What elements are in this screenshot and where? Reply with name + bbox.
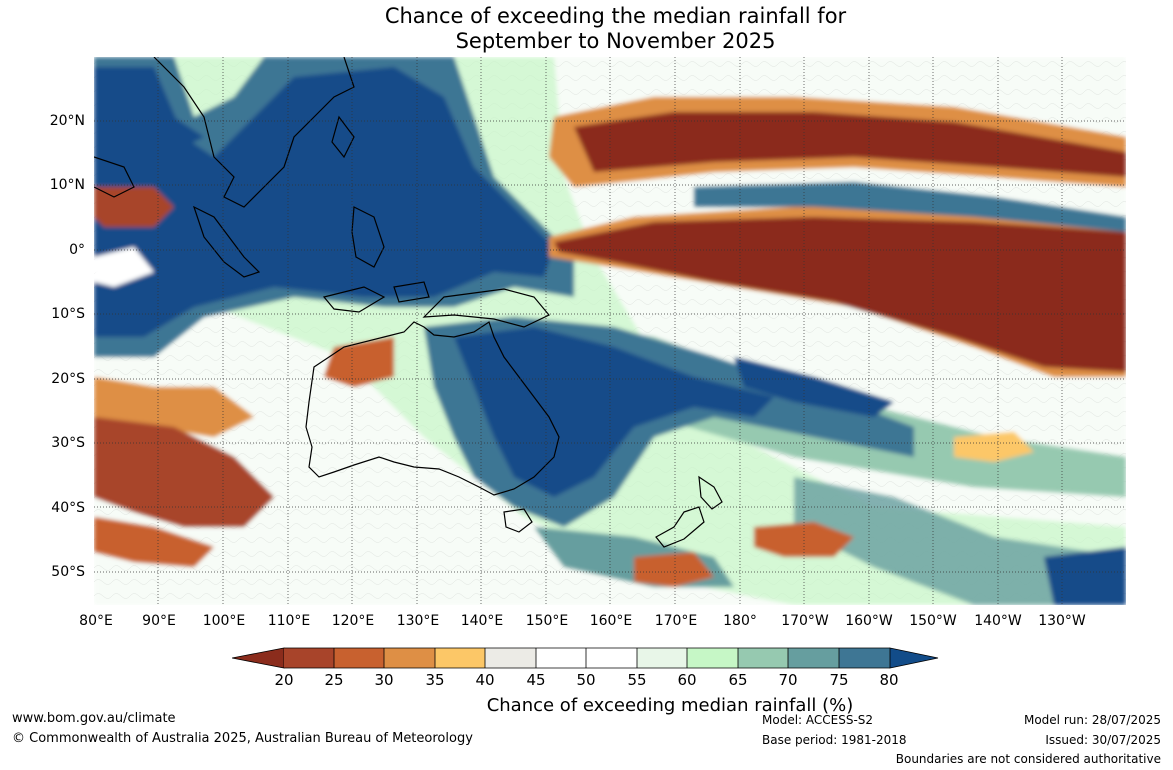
colorbar-label-20: 20	[274, 671, 294, 689]
colorbar-above-80	[889, 647, 939, 669]
map-title: Chance of exceeding the median rainfall …	[0, 4, 1173, 54]
colorbar-segment-45-50	[536, 648, 586, 668]
colorbar-segment-35-40	[435, 648, 485, 668]
lon-label-110e: 110°E	[267, 613, 311, 629]
colorbar-segment-65-70	[738, 648, 788, 668]
colorbar-label-30: 30	[374, 671, 394, 689]
colorbar-segment-20-25	[284, 648, 334, 668]
colorbar-segment-70-75	[788, 648, 839, 668]
lat-label-10s: 10°S	[51, 306, 85, 322]
map-svg	[94, 57, 1126, 605]
lat-label-40s: 40°S	[51, 500, 85, 516]
colorbar-segment-30-35	[384, 648, 435, 668]
lat-label-equator: 0°	[69, 242, 85, 258]
boundaries-disclaimer: Boundaries are not considered authoritat…	[895, 752, 1161, 766]
colorbar-label-25: 25	[324, 671, 344, 689]
website-link[interactable]: www.bom.gov.au/climate	[12, 711, 176, 726]
graticule	[94, 57, 1126, 605]
lon-label-150e: 150°E	[525, 613, 569, 629]
copyright-text: © Commonwealth of Australia 2025, Austra…	[12, 731, 473, 746]
colorbar-title: Chance of exceeding median rainfall (%)	[486, 695, 854, 716]
lon-label-180: 180°	[723, 613, 757, 629]
colorbar-label-35: 35	[425, 671, 445, 689]
colorbar-label-40: 40	[475, 671, 495, 689]
colorbar	[232, 647, 939, 669]
colorbar-label-55: 55	[627, 671, 647, 689]
lon-label-120e: 120°E	[331, 613, 375, 629]
colorbar-segment-25-30	[334, 648, 384, 668]
colorbar-segment-55-60	[637, 648, 687, 668]
lat-label-20n: 20°N	[49, 113, 85, 129]
colorbar-label-50: 50	[576, 671, 596, 689]
lat-label-20s: 20°S	[51, 371, 85, 387]
colorbar-segment-50-55	[586, 648, 637, 668]
colorbar-label-65: 65	[728, 671, 748, 689]
lon-label-100e: 100°E	[202, 613, 246, 629]
lon-label-160e: 160°E	[589, 613, 633, 629]
rainfall-probability-map	[94, 57, 1126, 605]
lon-label-130e: 130°E	[396, 613, 440, 629]
colorbar-label-75: 75	[829, 671, 849, 689]
issued-date: Issued: 30/07/2025	[1045, 733, 1161, 747]
coastlines	[94, 57, 723, 548]
colorbar-label-45: 45	[526, 671, 546, 689]
lat-label-10n: 10°N	[49, 177, 85, 193]
colorbar-segment-60-65	[687, 648, 738, 668]
model-run-date: Model run: 28/07/2025	[1023, 713, 1161, 727]
lon-label-170e: 170°E	[654, 613, 698, 629]
lon-label-150w: 150°W	[909, 613, 957, 629]
colorbar-segment-40-45	[485, 648, 536, 668]
lon-label-140w: 140°W	[974, 613, 1022, 629]
lon-label-90e: 90°E	[142, 613, 176, 629]
base-period: Base period: 1981-2018	[762, 733, 907, 747]
lon-label-80e: 80°E	[79, 613, 113, 629]
colorbar-label-60: 60	[677, 671, 697, 689]
title-line-1: Chance of exceeding the median rainfall …	[384, 4, 847, 28]
lon-label-170w: 170°W	[781, 613, 829, 629]
lon-label-140e: 140°E	[460, 613, 504, 629]
model-name: Model: ACCESS-S2	[762, 713, 874, 727]
colorbar-label-80: 80	[879, 671, 899, 689]
lon-label-130w: 130°W	[1038, 613, 1086, 629]
lat-label-30s: 30°S	[51, 435, 85, 451]
rainfall-field	[94, 57, 1126, 605]
colorbar-segment-75-80	[839, 648, 890, 668]
colorbar-label-70: 70	[778, 671, 798, 689]
lat-label-50s: 50°S	[51, 564, 85, 580]
title-line-2: September to November 2025	[455, 29, 776, 53]
lon-label-160w: 160°W	[845, 613, 893, 629]
colorbar-below-20	[232, 647, 285, 669]
